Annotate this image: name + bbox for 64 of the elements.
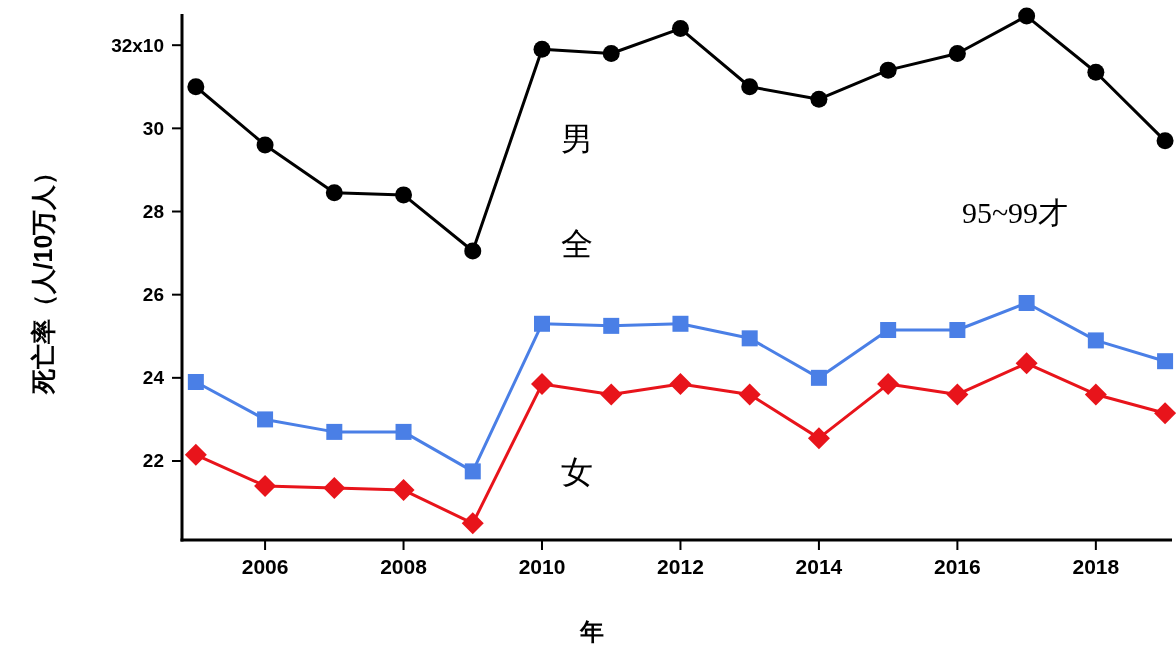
x-tick-label: 2006: [241, 555, 289, 578]
y-tick-label: 28: [142, 201, 164, 223]
point: [1156, 132, 1174, 150]
point: [533, 40, 551, 58]
point: [669, 373, 692, 396]
y-axis-title: 死亡率（人/10万人）: [29, 159, 57, 396]
point: [395, 423, 412, 440]
point: [1018, 294, 1035, 311]
point: [671, 20, 689, 38]
point: [738, 383, 761, 406]
series-label: 全: [561, 225, 593, 262]
point: [464, 463, 481, 480]
point: [534, 315, 550, 332]
point: [254, 474, 277, 497]
point: [948, 45, 966, 62]
point: [1087, 63, 1105, 81]
point: [325, 184, 343, 202]
point: [1018, 7, 1036, 25]
point: [741, 78, 759, 96]
point: [323, 477, 346, 500]
point: [879, 61, 897, 79]
y-tick-label: 32x10: [111, 34, 164, 56]
y-tick-label: 26: [142, 284, 164, 306]
series-label: 女: [561, 454, 593, 491]
point: [1084, 383, 1107, 406]
point: [461, 512, 484, 535]
y-tick-label: 22: [142, 450, 164, 472]
point: [946, 383, 969, 406]
point: [1087, 332, 1104, 349]
point: [184, 443, 207, 466]
x-tick-label: 2012: [657, 555, 704, 578]
point: [603, 317, 620, 334]
point: [949, 322, 966, 339]
point: [326, 423, 343, 440]
point: [741, 330, 758, 347]
x-axis-title: 年: [579, 618, 604, 645]
point: [600, 383, 623, 406]
point: [392, 479, 415, 502]
point: [1157, 353, 1174, 370]
x-tick-label: 2010: [518, 555, 566, 578]
x-tick-label: 2008: [380, 555, 428, 578]
x-tick-label: 2018: [1072, 555, 1120, 578]
point: [257, 411, 274, 428]
y-tick-label: 24: [142, 367, 165, 389]
annotation: 95~99才: [961, 195, 1069, 229]
point: [807, 427, 830, 450]
point: [187, 373, 204, 390]
point: [877, 373, 900, 396]
y-tick-label: 30: [142, 117, 164, 139]
point: [464, 242, 482, 260]
point: [1015, 352, 1038, 375]
x-tick-label: 2014: [795, 555, 843, 578]
point: [1154, 402, 1176, 425]
point: [187, 78, 205, 96]
point: [880, 322, 897, 339]
x-tick-label: 2016: [934, 555, 981, 578]
point: [395, 186, 413, 204]
point: [602, 45, 620, 62]
point: [810, 90, 828, 108]
series-label: 男: [561, 121, 593, 158]
point: [531, 373, 553, 396]
point: [810, 369, 827, 386]
point: [672, 315, 689, 332]
point: [256, 136, 274, 154]
